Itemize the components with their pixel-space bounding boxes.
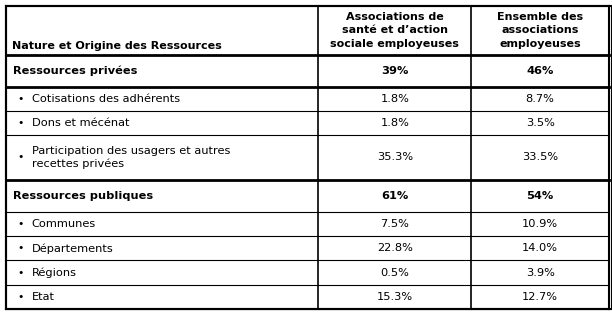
Text: •: • [17, 118, 23, 128]
Text: •: • [17, 152, 23, 163]
Text: •: • [17, 94, 23, 104]
Text: 3.9%: 3.9% [526, 267, 554, 278]
Text: Ressources privées: Ressources privées [13, 66, 138, 76]
Text: 35.3%: 35.3% [376, 152, 413, 163]
Text: 12.7%: 12.7% [522, 292, 558, 302]
Text: Cotisations des adhérents: Cotisations des adhérents [32, 94, 180, 104]
Text: 10.9%: 10.9% [522, 219, 558, 229]
Text: Communes: Communes [32, 219, 96, 229]
Text: Départements: Départements [32, 243, 114, 254]
Text: 22.8%: 22.8% [377, 243, 412, 253]
Text: Participation des usagers et autres
recettes privées: Participation des usagers et autres rece… [32, 146, 230, 169]
Text: Nature et Origine des Ressources: Nature et Origine des Ressources [12, 41, 222, 51]
Text: 46%: 46% [526, 66, 554, 76]
Text: Dons et mécénat: Dons et mécénat [32, 118, 129, 128]
Text: 54%: 54% [526, 191, 554, 201]
Text: Associations de
santé et d’action
sociale employeuses: Associations de santé et d’action social… [330, 12, 459, 49]
Text: 8.7%: 8.7% [526, 94, 554, 104]
Text: 39%: 39% [381, 66, 408, 76]
Text: •: • [17, 219, 23, 229]
Text: 3.5%: 3.5% [526, 118, 554, 128]
Text: 1.8%: 1.8% [380, 94, 409, 104]
Text: Ensemble des
associations
employeuses: Ensemble des associations employeuses [497, 12, 583, 49]
Text: 1.8%: 1.8% [380, 118, 409, 128]
Text: •: • [17, 267, 23, 278]
Text: 15.3%: 15.3% [376, 292, 413, 302]
Text: Régions: Régions [32, 267, 77, 278]
Text: Etat: Etat [32, 292, 55, 302]
Text: •: • [17, 292, 23, 302]
Text: 33.5%: 33.5% [522, 152, 558, 163]
Text: 61%: 61% [381, 191, 408, 201]
Text: Ressources publiques: Ressources publiques [13, 191, 154, 201]
Text: 0.5%: 0.5% [380, 267, 409, 278]
Text: 7.5%: 7.5% [380, 219, 409, 229]
Text: •: • [17, 243, 23, 253]
Text: 14.0%: 14.0% [522, 243, 558, 253]
